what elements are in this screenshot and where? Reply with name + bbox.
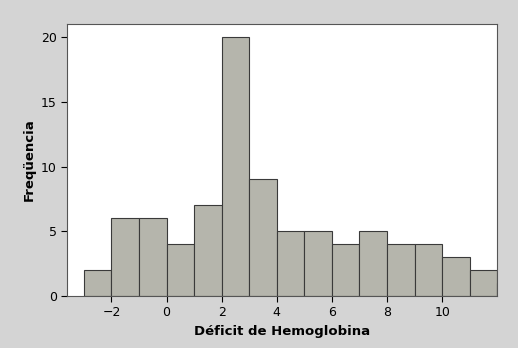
Bar bbox=[387, 244, 414, 296]
Bar bbox=[470, 270, 497, 296]
Bar bbox=[305, 231, 332, 296]
Bar bbox=[167, 244, 194, 296]
Bar bbox=[111, 218, 139, 296]
Bar bbox=[497, 283, 518, 296]
Bar bbox=[277, 231, 305, 296]
Y-axis label: Freqüencia: Freqüencia bbox=[22, 119, 36, 201]
X-axis label: Déficit de Hemoglobina: Déficit de Hemoglobina bbox=[194, 325, 370, 338]
Bar bbox=[249, 180, 277, 296]
Bar bbox=[139, 218, 167, 296]
Bar bbox=[414, 244, 442, 296]
Bar bbox=[442, 257, 470, 296]
Bar bbox=[84, 270, 111, 296]
Bar bbox=[222, 37, 249, 296]
Bar bbox=[194, 205, 222, 296]
Bar bbox=[359, 231, 387, 296]
Bar bbox=[332, 244, 359, 296]
